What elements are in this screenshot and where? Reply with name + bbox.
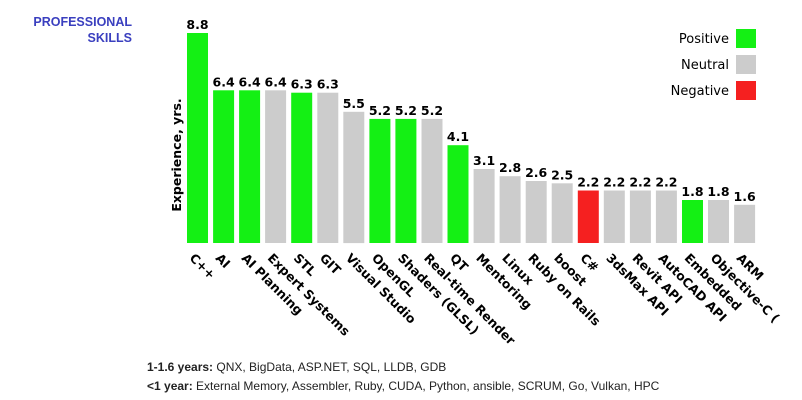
bar-17 xyxy=(629,190,651,243)
legend-swatch-negative xyxy=(736,81,756,100)
bars-group xyxy=(187,33,756,244)
value-label-13: 2.6 xyxy=(525,165,547,180)
y-axis-label: Experience, yrs. xyxy=(169,98,184,211)
footer-line-1: 1-1.6 years: QNX, BigData, ASP.NET, SQL,… xyxy=(147,358,659,377)
legend-label-positive: Positive xyxy=(679,32,729,47)
tick-label-5: GIT xyxy=(317,250,345,278)
value-label-14: 2.5 xyxy=(551,167,573,182)
value-label-15: 2.2 xyxy=(577,175,599,190)
bar-16 xyxy=(603,190,625,243)
value-label-3: 6.4 xyxy=(265,74,287,89)
section-title: PROFESSIONAL SKILLS xyxy=(10,14,132,46)
footer-line-2-text: External Memory, Assembler, Ruby, CUDA, … xyxy=(192,379,660,393)
bar-14 xyxy=(551,183,573,243)
bar-11 xyxy=(473,169,495,243)
footer-line-1-text: QNX, BigData, ASP.NET, SQL, LLDB, GDB xyxy=(213,360,447,374)
bar-4 xyxy=(291,92,313,243)
bar-10 xyxy=(447,145,469,243)
footer-line-2: <1 year: External Memory, Assembler, Rub… xyxy=(147,377,659,396)
legend-label-neutral: Neutral xyxy=(681,58,729,73)
value-label-7: 5.2 xyxy=(369,103,391,118)
value-label-10: 4.1 xyxy=(447,129,469,144)
section-title-line2: SKILLS xyxy=(87,31,132,45)
value-label-11: 3.1 xyxy=(473,153,495,168)
legend-swatch-positive xyxy=(736,29,756,48)
value-label-9: 5.2 xyxy=(421,103,443,118)
value-label-4: 6.3 xyxy=(291,77,313,92)
value-label-0: 8.8 xyxy=(186,17,208,32)
bar-15 xyxy=(577,190,599,243)
value-label-17: 2.2 xyxy=(629,175,651,190)
value-label-21: 1.6 xyxy=(734,189,756,204)
bar-2 xyxy=(239,90,261,243)
bar-20 xyxy=(708,200,729,243)
bar-13 xyxy=(525,181,547,243)
value-labels-group: 8.8 6.4 6.4 6.4 6.3 6.3 5.5 5.2 5.2 5.2 4.1 3.1 2.8 2… xyxy=(186,17,756,204)
value-label-2: 6.4 xyxy=(239,74,261,89)
legend-swatch-neutral xyxy=(736,55,756,74)
bar-9 xyxy=(421,118,443,243)
bar-8 xyxy=(395,118,417,243)
value-label-16: 2.2 xyxy=(603,175,625,190)
value-label-19: 1.8 xyxy=(681,184,703,199)
bar-5 xyxy=(317,92,339,243)
bar-19 xyxy=(682,200,703,243)
value-label-8: 5.2 xyxy=(395,103,417,118)
tick-label-0: C++ xyxy=(187,250,219,282)
legend: Positive Neutral Negative xyxy=(671,29,756,100)
footer-notes: 1-1.6 years: QNX, BigData, ASP.NET, SQL,… xyxy=(147,358,659,396)
legend-label-negative: Negative xyxy=(671,84,729,99)
bar-0 xyxy=(187,33,208,243)
value-label-6: 5.5 xyxy=(343,96,365,111)
bar-18 xyxy=(655,190,677,243)
footer-line-1-label: 1-1.6 years: xyxy=(147,360,214,374)
bar-3 xyxy=(265,90,287,243)
value-label-18: 2.2 xyxy=(655,175,677,190)
footer-line-2-label: <1 year: xyxy=(147,379,193,393)
bar-6 xyxy=(343,111,365,244)
value-label-12: 2.8 xyxy=(499,160,521,175)
value-label-1: 6.4 xyxy=(213,74,235,89)
bar-1 xyxy=(213,90,235,243)
value-label-20: 1.8 xyxy=(707,184,729,199)
bar-7 xyxy=(369,118,391,243)
value-label-5: 6.3 xyxy=(317,77,339,92)
bar-21 xyxy=(734,204,756,243)
section-title-line1: PROFESSIONAL xyxy=(33,15,132,29)
experience-bar-chart: 8.8 6.4 6.4 6.4 6.3 6.3 5.5 5.2 5.2 5.2 4.1 3.1 2.8 2… xyxy=(169,17,783,348)
bar-12 xyxy=(499,176,521,243)
